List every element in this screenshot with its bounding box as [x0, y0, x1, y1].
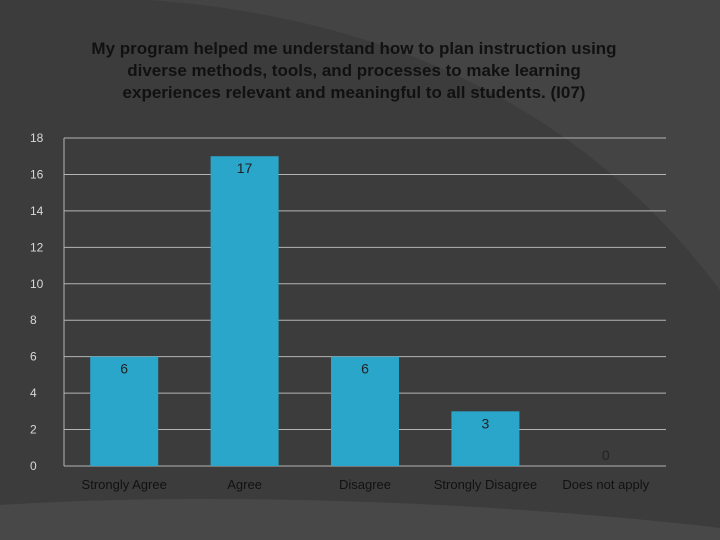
y-tick-label: 2	[30, 423, 37, 437]
bars	[90, 156, 520, 466]
data-label: 3	[482, 415, 490, 431]
data-label: 0	[602, 447, 610, 463]
data-label: 6	[361, 361, 369, 377]
chart-title: My program helped me understand how to p…	[91, 39, 617, 102]
data-label: 17	[237, 160, 253, 176]
background-swoosh	[0, 0, 720, 290]
y-tick-label: 4	[30, 386, 37, 400]
data-labels: 6 17 6 3 0	[120, 160, 610, 463]
bar-agree	[210, 156, 279, 466]
y-tick-label: 14	[30, 204, 44, 218]
y-tick-label: 10	[30, 277, 44, 291]
x-category-label: Does not apply	[562, 477, 649, 492]
background-swoosh-bottom	[0, 498, 720, 540]
y-tick-label: 16	[30, 167, 44, 181]
bar-disagree	[331, 356, 399, 466]
y-axis-ticks: 0 2 4 6 8 10 12 14 16 18	[30, 131, 44, 473]
x-category-label: Strongly Agree	[82, 477, 167, 492]
x-category-label: Strongly Disagree	[434, 477, 537, 492]
x-category-label: Agree	[227, 477, 262, 492]
bar-strongly-agree	[90, 356, 159, 466]
bar-strongly-disagree	[451, 411, 520, 466]
y-tick-label: 6	[30, 350, 37, 364]
x-category-label: Disagree	[339, 477, 391, 492]
y-tick-label: 8	[30, 313, 37, 327]
x-axis-categories: Strongly Agree Agree Disagree Strongly Disa…	[82, 477, 650, 492]
y-tick-label: 18	[30, 131, 44, 145]
y-tick-label: 0	[30, 459, 37, 473]
y-tick-label: 12	[30, 240, 44, 254]
data-label: 6	[120, 361, 128, 377]
